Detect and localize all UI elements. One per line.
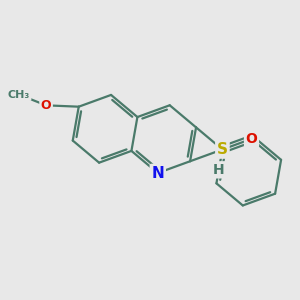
Text: O: O	[246, 132, 257, 146]
Text: CH₃: CH₃	[8, 89, 30, 100]
Text: N: N	[152, 166, 164, 181]
Text: O: O	[41, 99, 51, 112]
Text: S: S	[217, 142, 228, 157]
Text: H: H	[213, 163, 225, 177]
